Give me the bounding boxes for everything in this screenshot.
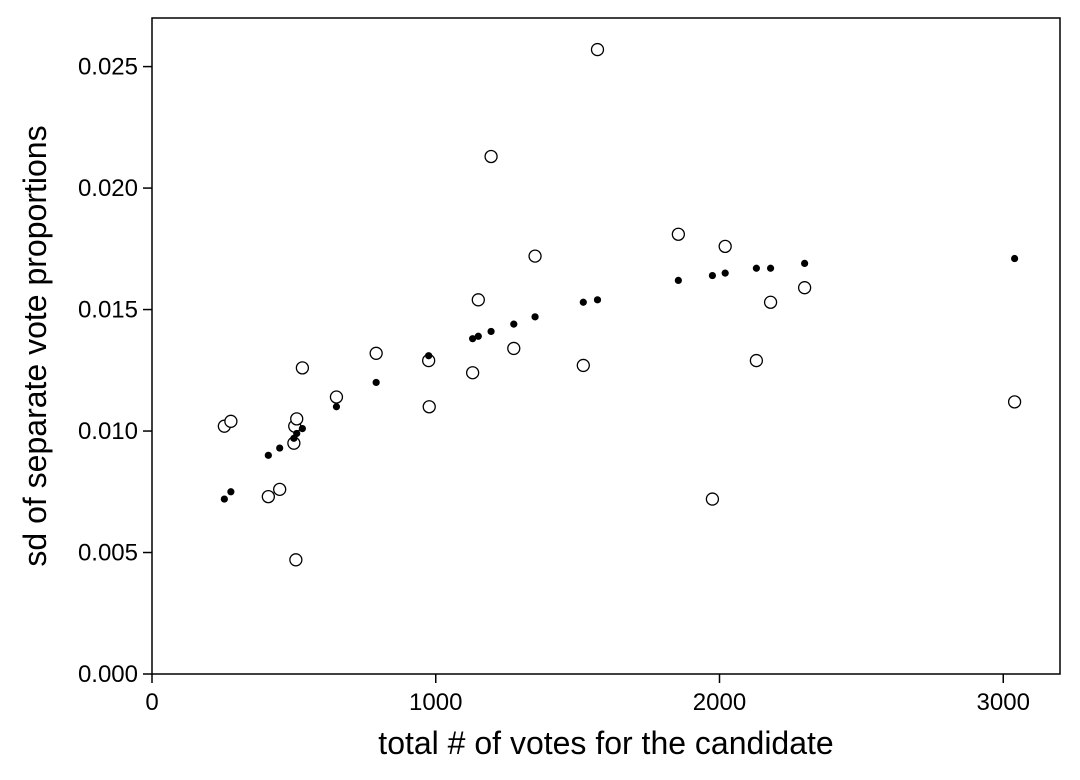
x-tick-label: 2000	[693, 689, 746, 716]
open-point-13	[465, 366, 480, 380]
y-tick-label: 0.005	[78, 540, 138, 567]
filled-point-8	[372, 378, 380, 387]
filled-point-6	[298, 425, 306, 433]
filled-point-11	[474, 332, 482, 340]
open-point-16	[507, 341, 521, 356]
filled-point-5	[293, 429, 301, 438]
open-point-22	[718, 239, 732, 254]
y-tick-label: 0.010	[78, 418, 138, 445]
filled-point-15	[579, 298, 587, 306]
open-point-12	[422, 400, 436, 414]
open-point-2	[261, 489, 275, 504]
open-point-15	[484, 149, 498, 164]
y-axis-title: sd of separate vote proportions	[17, 125, 53, 566]
open-point-9	[329, 390, 344, 404]
open-point-14	[471, 293, 485, 307]
x-tick-label: 3000	[977, 689, 1030, 716]
open-point-25	[797, 281, 812, 295]
filled-point-12	[487, 327, 495, 336]
x-axis-ticks: 0 1000 2000 3000	[145, 674, 1030, 716]
open-point-8	[295, 361, 310, 375]
filled-point-17	[674, 276, 682, 284]
filled-point-20	[752, 264, 760, 272]
x-tick-label: 0	[145, 689, 158, 716]
open-point-20	[671, 227, 686, 241]
open-point-6	[289, 553, 303, 567]
filled-point-13	[510, 320, 518, 328]
open-point-19	[590, 42, 605, 57]
open-point-23	[749, 353, 764, 368]
y-axis-ticks: 0.000 0.005 0.010 0.015 0.020 0.025	[78, 54, 152, 688]
filled-point-14	[531, 313, 539, 321]
filled-point-22	[801, 259, 809, 267]
y-tick-label: 0.020	[78, 175, 138, 202]
open-point-1	[224, 414, 238, 428]
open-point-18	[576, 358, 590, 373]
data-points	[217, 42, 1022, 567]
y-tick-label: 0.015	[78, 297, 138, 324]
filled-point-18	[708, 271, 717, 280]
x-axis-title: total # of votes for the candidate	[378, 725, 833, 761]
y-tick-label: 0.000	[78, 661, 138, 688]
open-point-21	[705, 492, 720, 506]
open-point-7	[290, 412, 304, 426]
filled-point-3	[276, 444, 284, 452]
y-tick-label: 0.025	[78, 54, 138, 81]
open-point-26	[1007, 395, 1022, 409]
filled-point-21	[766, 264, 775, 272]
plot-frame	[151, 17, 1061, 675]
filled-point-9	[425, 352, 433, 360]
filled-point-16	[593, 296, 602, 304]
filled-point-19	[721, 269, 729, 277]
open-point-3	[273, 482, 287, 496]
open-point-17	[528, 249, 542, 263]
filled-point-1	[227, 488, 235, 496]
filled-point-0	[220, 495, 228, 503]
filled-point-10	[469, 335, 477, 343]
filled-point-7	[332, 403, 341, 411]
x-tick-label: 1000	[409, 689, 462, 716]
open-point-24	[763, 295, 778, 309]
filled-point-2	[264, 451, 272, 459]
filled-point-23	[1011, 254, 1019, 263]
open-point-10	[369, 346, 383, 360]
